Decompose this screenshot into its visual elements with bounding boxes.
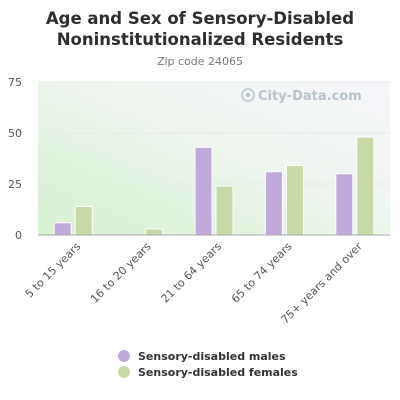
legend-swatch-males <box>118 350 130 362</box>
bar-females <box>215 185 234 236</box>
bar-males <box>53 222 72 236</box>
bar-females <box>145 228 164 236</box>
legend-item-females: Sensory-disabled females <box>118 366 298 379</box>
legend-label-females: Sensory-disabled females <box>138 366 298 379</box>
bar-females <box>356 136 375 236</box>
x-tick-label: 5 to 15 years <box>23 240 84 301</box>
bar-males <box>335 173 354 236</box>
plot-area <box>38 82 390 235</box>
y-tick-label: 0 <box>15 229 22 242</box>
chart-subtitle: Zip code 24065 <box>156 55 244 68</box>
x-tick-label: 75+ years and over <box>279 240 366 327</box>
bar-females <box>74 205 93 236</box>
x-tick-label: 65 to 74 years <box>229 240 295 306</box>
watermark: City-Data.com <box>241 88 362 104</box>
legend-swatch-females <box>118 366 130 378</box>
y-tick-label: 25 <box>8 178 22 191</box>
legend-label-males: Sensory-disabled males <box>138 350 286 363</box>
x-tick-label: 16 to 20 years <box>88 240 154 306</box>
x-tick-label: 21 to 64 years <box>158 240 224 306</box>
bar-males <box>264 171 283 236</box>
legend-item-males: Sensory-disabled males <box>118 350 286 363</box>
chart-title: Age and Sex of Sensory-Disabled Noninsti… <box>45 9 355 49</box>
y-tick-label: 50 <box>8 127 22 140</box>
bar-males <box>194 146 213 236</box>
y-tick-label: 75 <box>8 76 22 89</box>
bar-females <box>285 165 304 236</box>
svg-text:City-Data.com: City-Data.com <box>258 89 362 104</box>
